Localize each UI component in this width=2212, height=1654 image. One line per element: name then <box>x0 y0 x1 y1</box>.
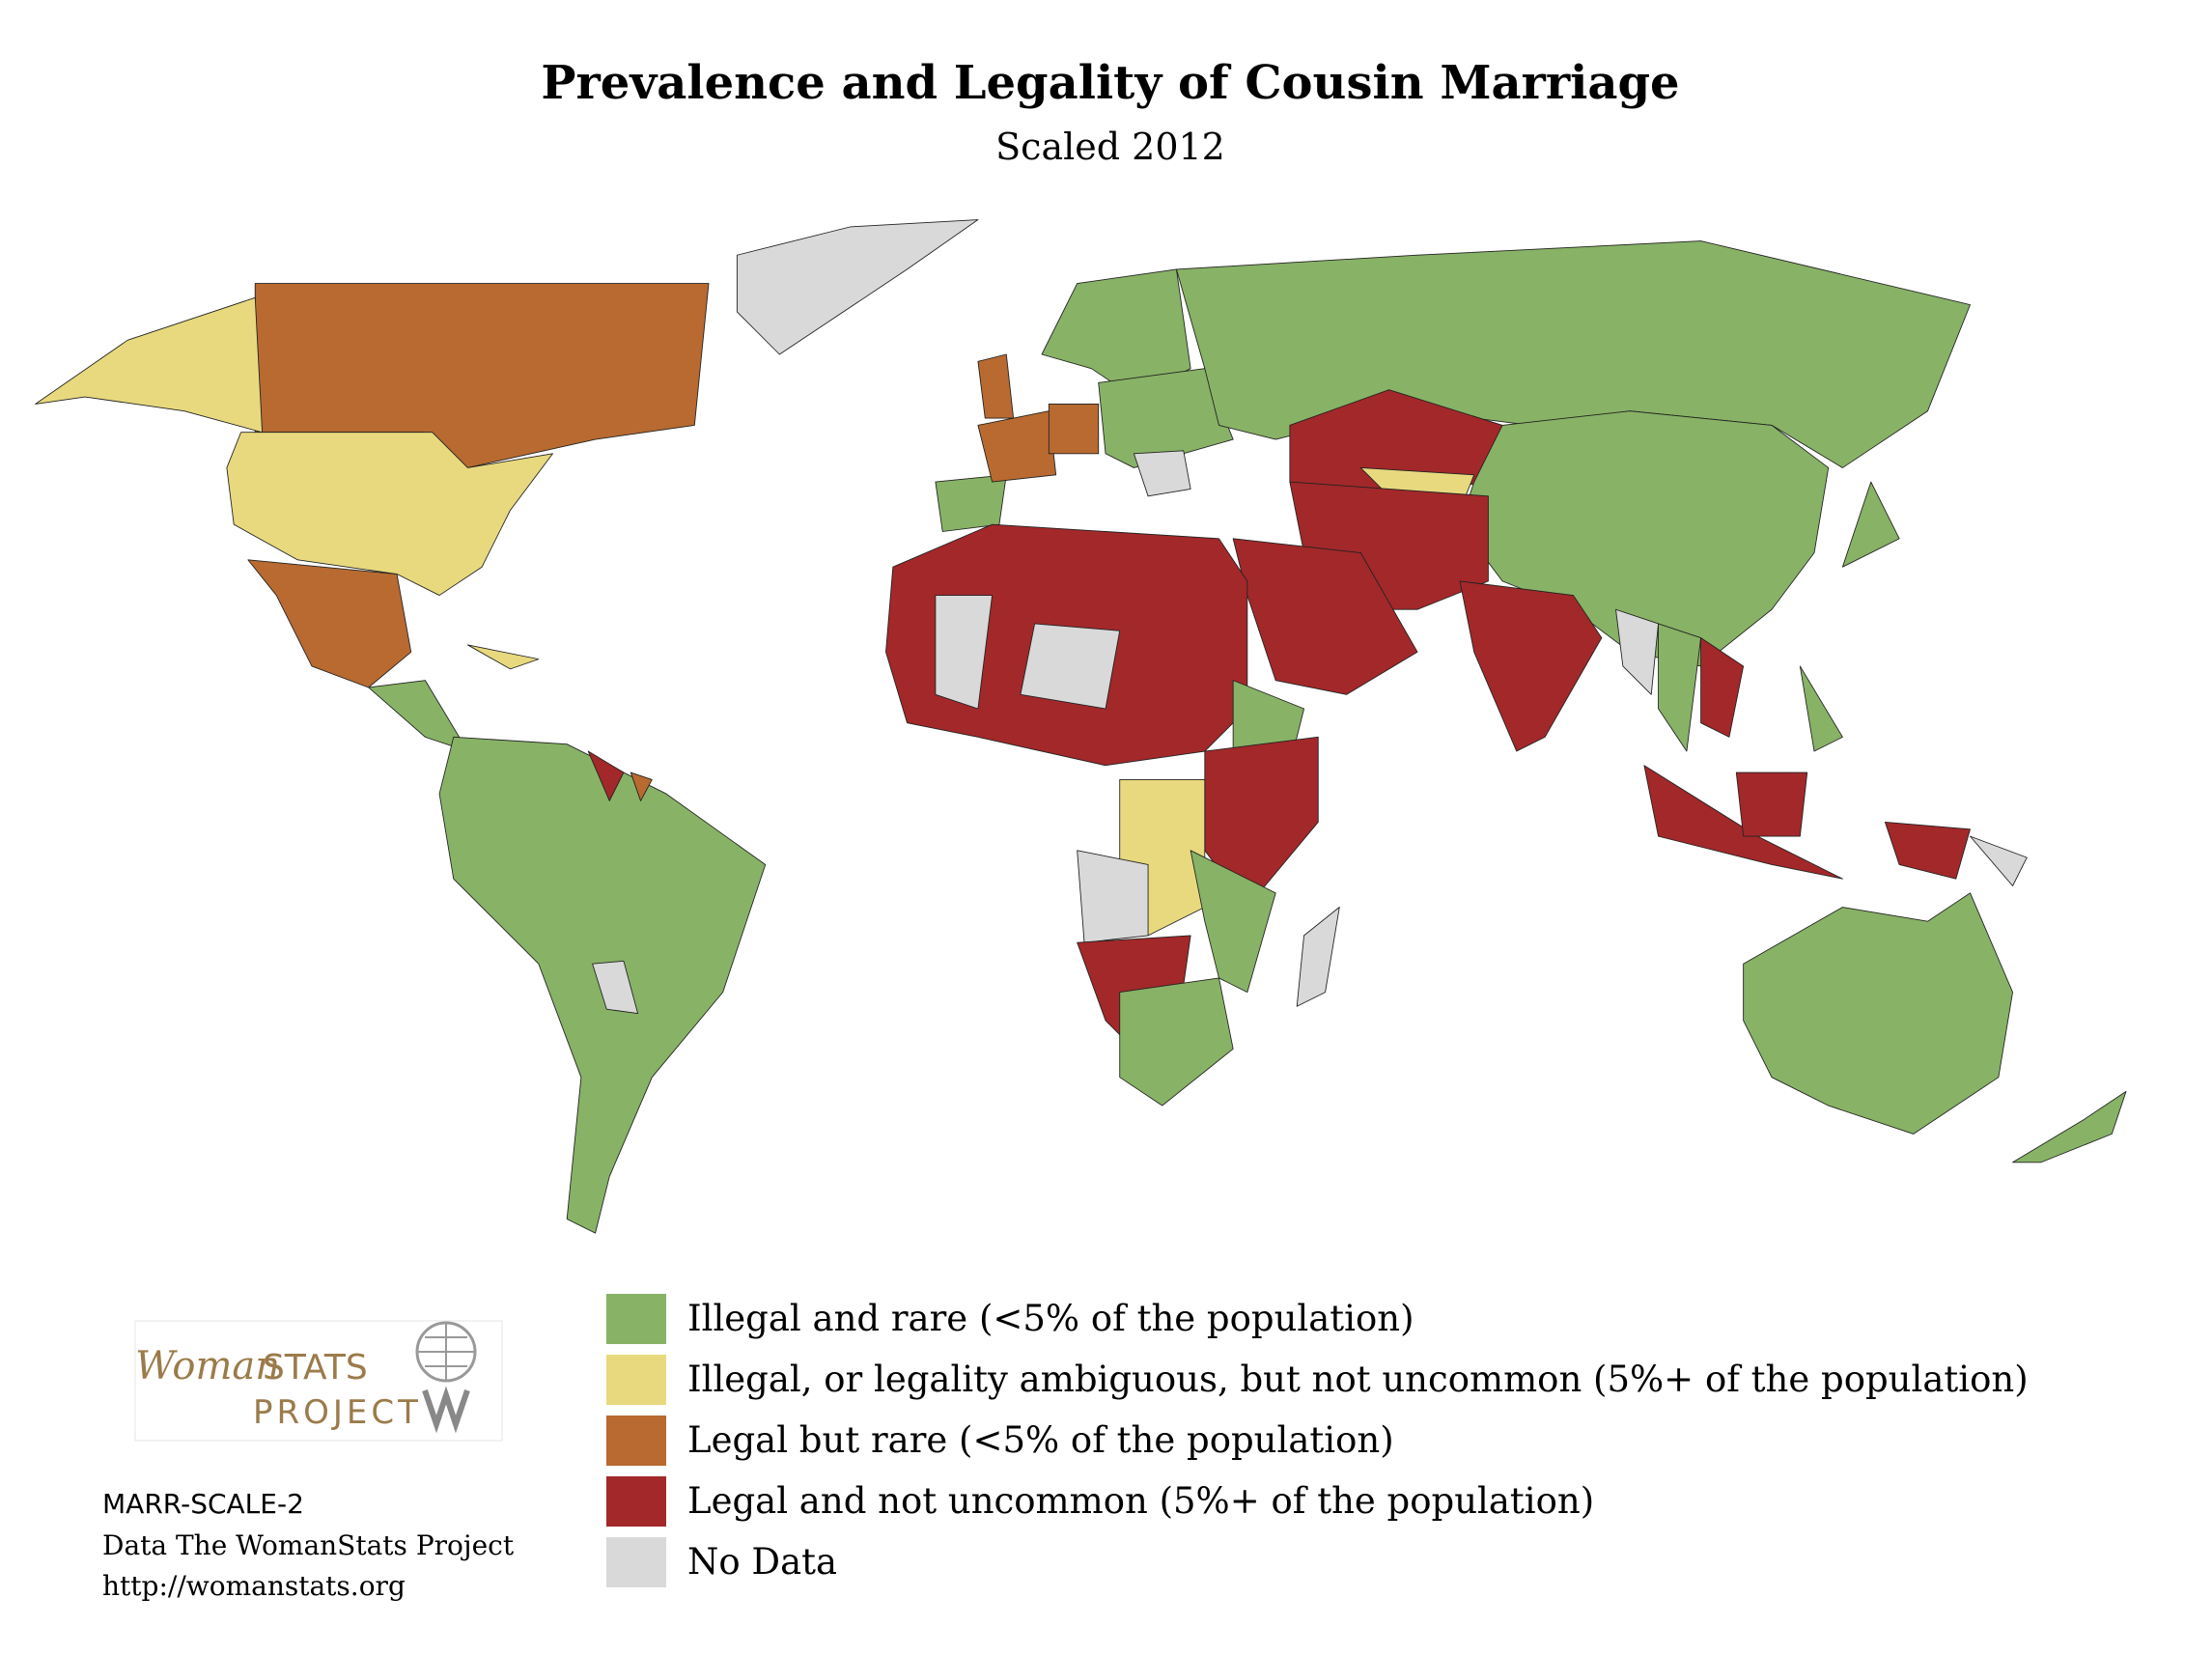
legend-swatch <box>606 1294 666 1344</box>
thailand <box>1658 623 1702 752</box>
scandinavia <box>1041 268 1191 398</box>
legend-swatch <box>606 1416 666 1466</box>
greenland <box>736 219 979 355</box>
map-subtitle: Scaled 2012 <box>995 126 1225 168</box>
logo-globe-lines <box>417 1323 475 1381</box>
iberia <box>935 474 1007 532</box>
united-kingdom <box>977 353 1015 419</box>
papua-new-guinea <box>1970 835 2028 886</box>
logo-stats: STATS <box>263 1348 368 1388</box>
legend-label: Illegal, or legality ambiguous, but not … <box>687 1359 2029 1400</box>
logo-figure <box>422 1386 470 1434</box>
new-zealand <box>2012 1090 2127 1163</box>
footer-url: http://womanstats.org <box>102 1570 406 1602</box>
mozambique <box>1190 850 1276 994</box>
australia <box>1743 892 2014 1135</box>
south-africa <box>1119 977 1234 1107</box>
legend-label: Illegal and rare (<5% of the population) <box>687 1298 1414 1339</box>
legend-label: Legal and not uncommon (5%+ of the popul… <box>687 1480 1594 1522</box>
map-title: Prevalence and Legality of Cousin Marria… <box>541 56 1679 110</box>
madagascar <box>1296 907 1340 1007</box>
western-sahara <box>935 595 994 710</box>
india <box>1459 580 1603 752</box>
footer-source: Data The WomanStats Project <box>102 1529 515 1561</box>
angola <box>1077 850 1149 943</box>
logo-project: PROJECT <box>253 1393 422 1432</box>
world-map <box>35 219 2127 1234</box>
paraguay <box>592 960 639 1015</box>
sumatra-java <box>1643 765 1843 880</box>
balkans <box>1133 450 1191 497</box>
philippines <box>1799 665 1843 752</box>
guyana <box>587 750 625 801</box>
footer-code: MARR-SCALE-2 <box>102 1488 304 1520</box>
logo-woman: Woman <box>135 1344 280 1388</box>
legend-label: Legal but rare (<5% of the population) <box>687 1419 1394 1461</box>
legend-swatch <box>606 1537 666 1587</box>
vietnam <box>1700 637 1745 738</box>
new-guinea <box>1884 821 1971 880</box>
mexico <box>247 559 412 688</box>
borneo <box>1735 771 1808 837</box>
legend: Illegal and rare (<5% of the population)… <box>606 1294 2029 1587</box>
logo: Woman STATS PROJECT <box>134 1320 503 1442</box>
french-guiana <box>630 771 653 801</box>
legend-swatch <box>606 1355 666 1405</box>
myanmar <box>1615 608 1660 695</box>
cuba <box>466 644 540 670</box>
alaska <box>35 296 264 434</box>
niger-region <box>1020 623 1121 710</box>
legend-swatch <box>606 1476 666 1527</box>
germany <box>1048 403 1100 455</box>
united-states <box>226 432 553 597</box>
france <box>977 410 1057 483</box>
japan <box>1841 481 1900 568</box>
legend-label: No Data <box>687 1541 837 1583</box>
